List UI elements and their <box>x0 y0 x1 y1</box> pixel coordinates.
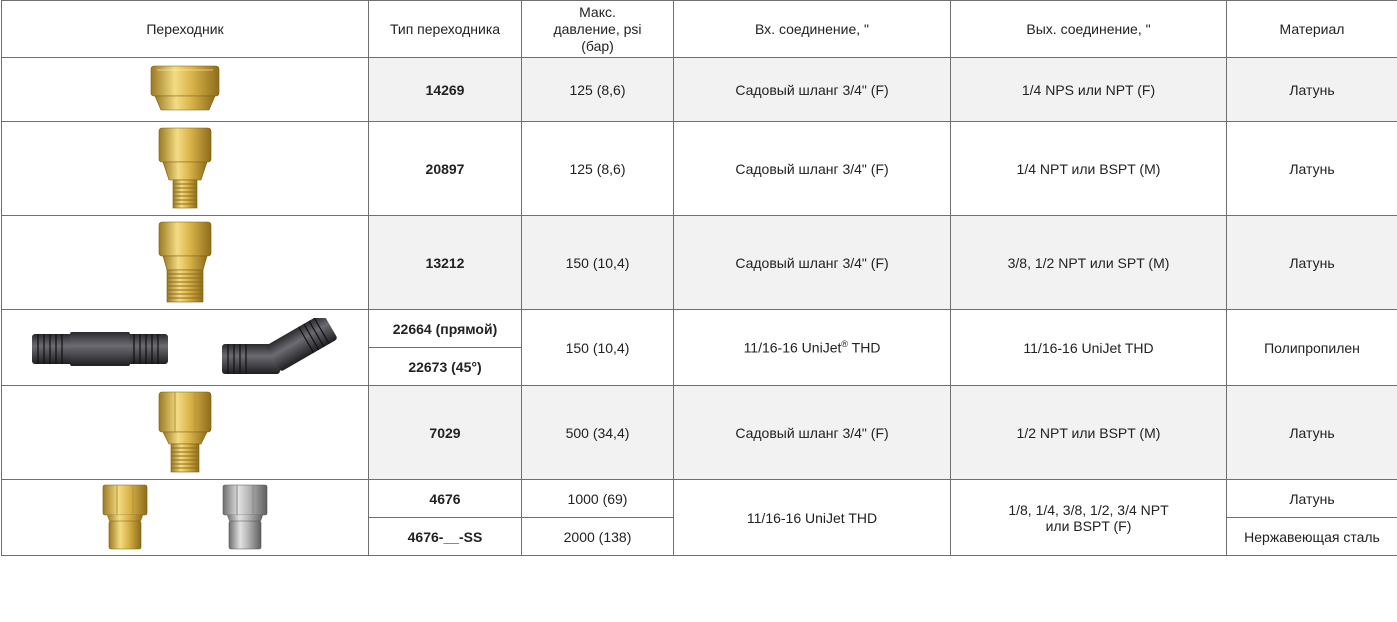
stainless-hex-coupling-image <box>222 484 268 549</box>
max-pressure: 150 (10,4) <box>521 309 674 386</box>
outlet-connection: 1/8, 1/4, 3/8, 1/2, 3/4 NPT или BSPT (F) <box>950 479 1227 556</box>
table-row: 20897 125 (8,6) Садовый шланг 3/4" (F) 1… <box>1 121 1397 216</box>
max-pressure: 125 (8,6) <box>521 57 674 122</box>
adapter-type: 22664 (прямой) <box>368 309 522 348</box>
inlet-connection-text: 11/16-16 UniJet <box>743 339 842 356</box>
inlet-connection: Садовый шланг 3/4" (F) <box>673 385 951 480</box>
adapter-type: 14269 <box>368 57 522 122</box>
adapter-type: 13212 <box>368 215 522 310</box>
brass-hex-coupling-image <box>102 484 148 549</box>
material: Полипропилен <box>1226 309 1397 386</box>
brass-hex-adapter-image <box>158 391 212 472</box>
header-adapter-type: Тип переходника <box>368 0 522 58</box>
max-pressure: 150 (10,4) <box>521 215 674 310</box>
adapter-image-cell <box>1 479 369 556</box>
header-material: Материал <box>1226 0 1397 58</box>
registered-mark: ® <box>841 339 849 350</box>
table-row: 13212 150 (10,4) Садовый шланг 3/4" (F) … <box>1 215 1397 310</box>
brass-hose-adapter-male-image <box>158 127 212 208</box>
inlet-connection: Садовый шланг 3/4" (F) <box>673 57 951 122</box>
material: Латунь <box>1226 479 1397 518</box>
material: Латунь <box>1226 121 1397 216</box>
adapter-type: 22673 (45°) <box>368 347 522 386</box>
material: Латунь <box>1226 57 1397 122</box>
inlet-connection: Садовый шланг 3/4" (F) <box>673 121 951 216</box>
inlet-connection: 11/16-16 UniJet THD <box>673 479 951 556</box>
outlet-connection: 1/2 NPT или BSPT (M) <box>950 385 1227 480</box>
table-row: 22664 (прямой) 150 (10,4) 11/16-16 UniJe… <box>1 309 1397 386</box>
polypropylene-straight-adapter-image <box>32 331 168 366</box>
adapter-type: 20897 <box>368 121 522 216</box>
header-adapter: Переходник <box>1 0 369 58</box>
table-row: 4676 1000 (69) 11/16-16 UniJet THD 1/8, … <box>1 479 1397 556</box>
adapter-image-cell <box>1 57 369 122</box>
brass-hose-adapter-image <box>150 65 220 110</box>
material: Латунь <box>1226 215 1397 310</box>
adapter-image-cell <box>1 215 369 310</box>
brass-hose-adapter-large-male-image <box>158 221 212 302</box>
outlet-connection: 3/8, 1/2 NPT или SPT (M) <box>950 215 1227 310</box>
material: Латунь <box>1226 385 1397 480</box>
adapter-image-cell <box>1 309 369 386</box>
table-row: 7029 500 (34,4) Садовый шланг 3/4" (F) 1… <box>1 385 1397 480</box>
header-outlet: Вых. соединение, " <box>950 0 1227 58</box>
polypropylene-45-degree-adapter-image <box>222 317 337 374</box>
max-pressure: 2000 (138) <box>521 517 674 556</box>
header-row: Переходник Тип переходника Макс. давлени… <box>1 0 1397 58</box>
material: Нержавеющая сталь <box>1226 517 1397 556</box>
inlet-connection-suffix: THD <box>848 339 881 356</box>
header-inlet: Вх. соединение, " <box>673 0 951 58</box>
table-row: 4676-__-SS 2000 (138) Нержавеющая сталь <box>2 517 1397 556</box>
adapter-type: 4676-__-SS <box>368 517 522 556</box>
adapter-image-cell <box>1 385 369 480</box>
max-pressure: 125 (8,6) <box>521 121 674 216</box>
header-max-pressure: Макс. давление, psi (бар) <box>521 0 674 58</box>
outlet-connection: 1/4 NPT или BSPT (M) <box>950 121 1227 216</box>
inlet-connection: 11/16-16 UniJet® THD <box>673 309 951 386</box>
adapter-type: 4676 <box>368 479 522 518</box>
inlet-connection: Садовый шланг 3/4" (F) <box>673 215 951 310</box>
outlet-connection: 1/4 NPS или NPT (F) <box>950 57 1227 122</box>
outlet-connection: 11/16-16 UniJet THD <box>950 309 1227 386</box>
adapter-image-cell <box>1 121 369 216</box>
adapter-type: 7029 <box>368 385 522 480</box>
adapter-spec-table: Переходник Тип переходника Макс. давлени… <box>1 0 1397 556</box>
table-row: 14269 125 (8,6) Садовый шланг 3/4" (F) 1… <box>1 57 1397 122</box>
max-pressure: 1000 (69) <box>521 479 674 518</box>
max-pressure: 500 (34,4) <box>521 385 674 480</box>
